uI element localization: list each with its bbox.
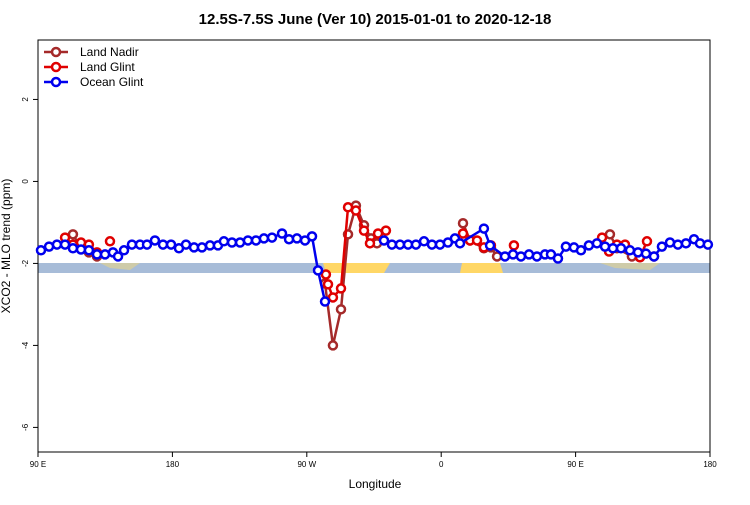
data-point xyxy=(335,283,347,294)
land-strip xyxy=(100,263,140,270)
chart-title: 12.5S-7.5S June (Ver 10) 2015-01-01 to 2… xyxy=(199,11,552,28)
data-point xyxy=(457,228,469,239)
y-tick-label: 0 xyxy=(21,179,30,184)
land-ocean-strip xyxy=(38,263,710,273)
y-tick-label: 2 xyxy=(21,97,30,102)
x-tick-label: 0 xyxy=(439,460,444,469)
data-point xyxy=(196,242,208,253)
data-point xyxy=(364,238,376,249)
data-point xyxy=(157,239,169,250)
data-point xyxy=(226,237,238,248)
data-point xyxy=(478,223,490,234)
x-tick-label: 180 xyxy=(703,460,717,469)
data-point xyxy=(358,225,370,236)
data-point xyxy=(583,240,595,251)
y-axis-label: XCO2 - MLO trend (ppm) xyxy=(0,179,13,314)
data-point xyxy=(515,251,527,262)
data-point xyxy=(426,239,438,250)
data-point xyxy=(471,235,483,246)
data-point xyxy=(141,239,153,250)
data-point xyxy=(457,217,469,229)
data-point xyxy=(291,233,303,244)
data-point xyxy=(165,239,177,250)
legend-marker xyxy=(50,46,62,58)
data-point xyxy=(320,269,332,280)
data-point xyxy=(672,239,684,250)
data-point xyxy=(484,240,496,251)
data-point xyxy=(327,292,339,303)
data-point xyxy=(394,239,406,250)
data-point xyxy=(531,251,543,262)
data-point xyxy=(508,240,520,251)
x-axis-label: Longitude xyxy=(349,477,402,491)
land-strip xyxy=(323,263,390,273)
data-point xyxy=(319,296,331,307)
legend-label: Land Glint xyxy=(80,60,135,74)
data-point xyxy=(327,340,339,351)
data-point xyxy=(218,236,230,247)
data-point xyxy=(322,279,334,290)
data-point xyxy=(575,245,587,256)
data-point xyxy=(552,253,564,264)
data-point xyxy=(276,228,288,239)
data-point xyxy=(694,238,706,249)
data-point xyxy=(67,243,79,254)
x-tick-label: 180 xyxy=(166,460,180,469)
land-strip xyxy=(600,263,660,270)
x-tick-label: 90 E xyxy=(567,460,583,469)
data-point xyxy=(242,235,254,246)
data-point xyxy=(624,245,636,256)
data-point xyxy=(702,239,714,250)
data-point xyxy=(126,239,138,250)
data-point xyxy=(640,248,652,259)
data-point xyxy=(560,241,572,252)
data-point xyxy=(118,245,130,256)
data-point xyxy=(350,205,362,216)
legend-label: Land Nadir xyxy=(80,45,139,59)
data-point xyxy=(312,265,324,276)
data-point xyxy=(680,238,692,249)
data-point xyxy=(104,236,116,247)
legend-marker xyxy=(50,61,62,73)
y-tick-label: -4 xyxy=(21,341,30,349)
data-point xyxy=(499,251,511,262)
data-point xyxy=(454,238,466,249)
data-point xyxy=(656,241,668,252)
data-point xyxy=(380,225,392,236)
data-point xyxy=(648,251,660,262)
data-point xyxy=(632,247,644,258)
data-point xyxy=(386,239,398,250)
x-tick-label: 90 W xyxy=(297,460,316,469)
land-strip xyxy=(460,263,503,273)
data-point xyxy=(51,239,63,250)
data-point xyxy=(641,236,653,247)
data-point xyxy=(266,232,278,243)
data-point xyxy=(35,245,47,256)
data-point xyxy=(149,235,161,246)
data-point xyxy=(258,233,270,244)
data-point xyxy=(378,235,390,246)
legend-label: Ocean Glint xyxy=(80,75,144,89)
data-point xyxy=(112,251,124,262)
data-point xyxy=(591,238,603,249)
y-tick-label: -6 xyxy=(21,423,30,431)
data-point xyxy=(91,249,103,260)
data-point xyxy=(410,239,422,250)
data-point xyxy=(83,245,95,256)
x-tick-label: 90 E xyxy=(30,460,46,469)
data-point xyxy=(335,304,347,315)
y-tick-label: -2 xyxy=(21,259,30,267)
legend-marker xyxy=(50,76,62,88)
data-point xyxy=(607,243,619,254)
data-point xyxy=(615,243,627,254)
data-point xyxy=(59,239,71,250)
data-point xyxy=(180,239,192,250)
data-point xyxy=(306,231,318,242)
